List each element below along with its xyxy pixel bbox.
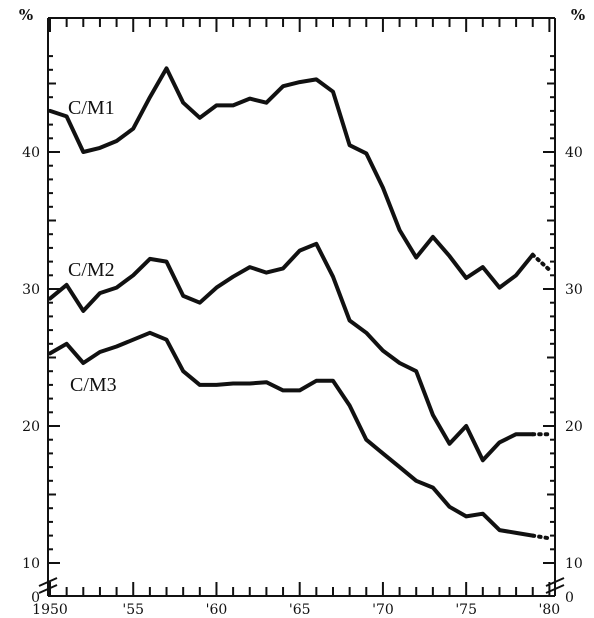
series-label-1: C/M1	[68, 97, 115, 119]
series-label-3: C/M3	[70, 374, 117, 396]
series-projection-1	[530, 252, 552, 272]
y-tick-label-right: 20	[565, 419, 583, 435]
x-tick-label: '70	[372, 602, 394, 618]
y-tick-label-left: 20	[22, 419, 40, 435]
y-tick-label-left: 30	[22, 282, 40, 298]
y-tick-label-left: 10	[22, 556, 40, 572]
chart-series	[48, 66, 552, 541]
y-unit-left: %	[19, 6, 33, 24]
x-tick-label: '75	[455, 602, 477, 618]
series-line-3	[48, 330, 535, 538]
series-line-2	[48, 241, 535, 463]
x-tick-label: '65	[289, 602, 311, 618]
chart-axes	[38, 17, 565, 597]
chart-ticks	[48, 18, 555, 596]
left-axis-break-2	[38, 584, 58, 594]
series-label-2: C/M2	[68, 259, 115, 281]
chart-labels: 1950'55'60'65'70'75'80010203040010203040…	[19, 6, 585, 618]
y-tick-label-right: 30	[565, 282, 583, 298]
y-unit-right: %	[571, 6, 585, 24]
y-tick-label-right: 10	[565, 556, 583, 572]
x-tick-label: '80	[539, 602, 561, 618]
series-line-1	[48, 66, 535, 290]
series-projection-3	[530, 533, 552, 541]
y-tick-label-left: 0	[31, 590, 40, 606]
x-tick-label: 1950	[32, 602, 68, 618]
y-tick-label-right: 0	[565, 590, 574, 606]
y-tick-label-right: 40	[565, 145, 583, 161]
y-tick-label-left: 40	[22, 145, 40, 161]
x-tick-label: '60	[206, 602, 228, 618]
x-tick-label: '55	[122, 602, 144, 618]
left-axis-break	[38, 577, 58, 587]
